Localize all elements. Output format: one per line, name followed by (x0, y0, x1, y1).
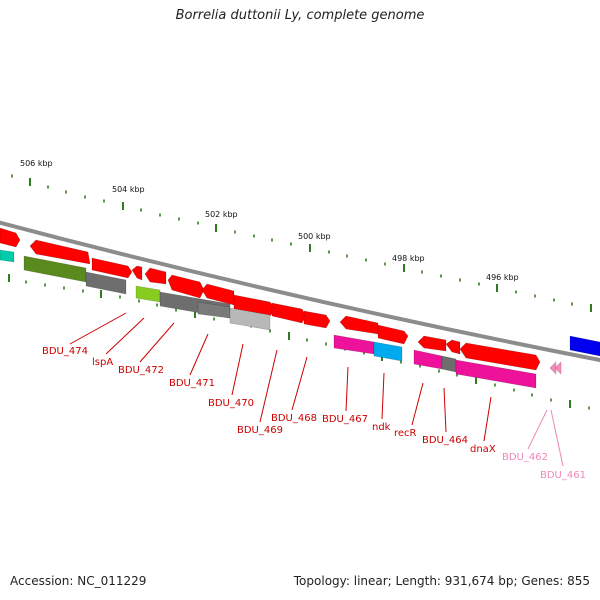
gene-arrow (131, 265, 143, 281)
gene-bar (0, 249, 15, 263)
gene-arrow (303, 310, 331, 329)
kbp-label: 496 kbp (486, 273, 519, 282)
map-title: Borrelia duttonii Ly, complete genome (175, 8, 425, 23)
label-leader-line (483, 396, 492, 442)
kbp-label: 504 kbp (112, 185, 145, 194)
gene-bar (569, 335, 600, 357)
label-leader-line (291, 356, 308, 411)
gene-label: ndk (372, 422, 391, 433)
genome-summary: Topology: linear; Length: 931,674 bp; Ge… (293, 574, 590, 588)
label-leader-line (527, 409, 548, 450)
gene-arrow (144, 267, 167, 285)
gene-label: lspA (92, 357, 113, 368)
gene-arrow (459, 342, 541, 371)
label-leader-line (550, 409, 564, 467)
gene-label: BDU_472 (118, 365, 164, 376)
gene-features (0, 227, 600, 389)
label-leader-line (443, 387, 447, 433)
label-leader-line (259, 349, 278, 423)
label-leader-line (105, 317, 145, 355)
tick-marks (8, 174, 592, 410)
label-leader-line (381, 372, 385, 420)
gene-bar (373, 341, 403, 362)
gene-arrow (339, 315, 379, 335)
label-leader-line (345, 366, 349, 412)
label-leader-line (189, 333, 209, 376)
gene-label: BDU_462 (502, 452, 548, 463)
gene-label: recR (394, 428, 417, 439)
accession-text: Accession: NC_011229 (10, 574, 147, 588)
gene-bar (455, 359, 537, 389)
kbp-label: 506 kbp (20, 159, 53, 168)
gene-arrow (445, 339, 461, 355)
gene-arrow (554, 361, 562, 375)
gene-label: BDU_470 (208, 398, 254, 409)
label-leader-line (231, 343, 244, 396)
gene-arrow (29, 239, 91, 265)
label-leader-line (411, 382, 424, 426)
kbp-label: 500 kbp (298, 232, 331, 241)
gene-label: BDU_464 (422, 435, 468, 446)
gene-arrow (377, 324, 409, 345)
kbp-label: 498 kbp (392, 254, 425, 263)
label-leader-lines (69, 312, 564, 467)
gene-label: BDU_468 (271, 413, 317, 424)
gene-arrow (91, 257, 133, 279)
label-leader-line (69, 312, 127, 345)
gene-arrow (0, 227, 21, 248)
gene-bar (229, 307, 271, 331)
label-leader-line (139, 322, 175, 363)
gene-bar (441, 355, 457, 373)
gene-arrow (271, 302, 307, 324)
genome-backbone (0, 220, 600, 363)
gene-arrow (417, 335, 447, 352)
gene-label: BDU_467 (322, 414, 368, 425)
ruler-labels: 506 kbp 504 kbp 502 kbp 500 kbp 498 kbp 496 k… (20, 159, 519, 282)
gene-label: BDU_469 (237, 425, 283, 436)
gene-label: BDU_461 (540, 470, 586, 481)
gene-bar (333, 334, 375, 355)
gene-label: BDU_471 (169, 378, 215, 389)
gene-label: BDU_474 (42, 346, 88, 357)
gene-bar (85, 271, 127, 295)
gene-bar (413, 349, 443, 370)
kbp-label: 502 kbp (205, 210, 238, 219)
gene-labels: BDU_474lspABDU_472BDU_471BDU_470BDU_469B… (42, 346, 586, 481)
gene-label: dnaX (470, 444, 496, 455)
